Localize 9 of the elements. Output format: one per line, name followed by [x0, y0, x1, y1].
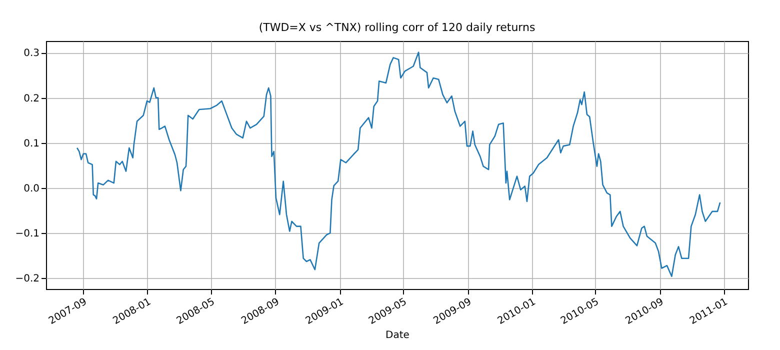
y-tick-label: −0.1	[15, 228, 40, 240]
y-tick-label: 0.3	[24, 48, 40, 60]
x-axis-title: Date	[386, 330, 410, 342]
y-tick-label: 0.1	[24, 138, 40, 150]
y-tick-label: 0.0	[24, 183, 40, 194]
line-series	[76, 52, 721, 278]
y-tick-label: 0.2	[24, 93, 40, 104]
y-tick-label: −0.2	[15, 274, 40, 285]
chart-title: (TWD=X vs ^TNX) rolling corr of 120 daily returns	[258, 21, 536, 34]
